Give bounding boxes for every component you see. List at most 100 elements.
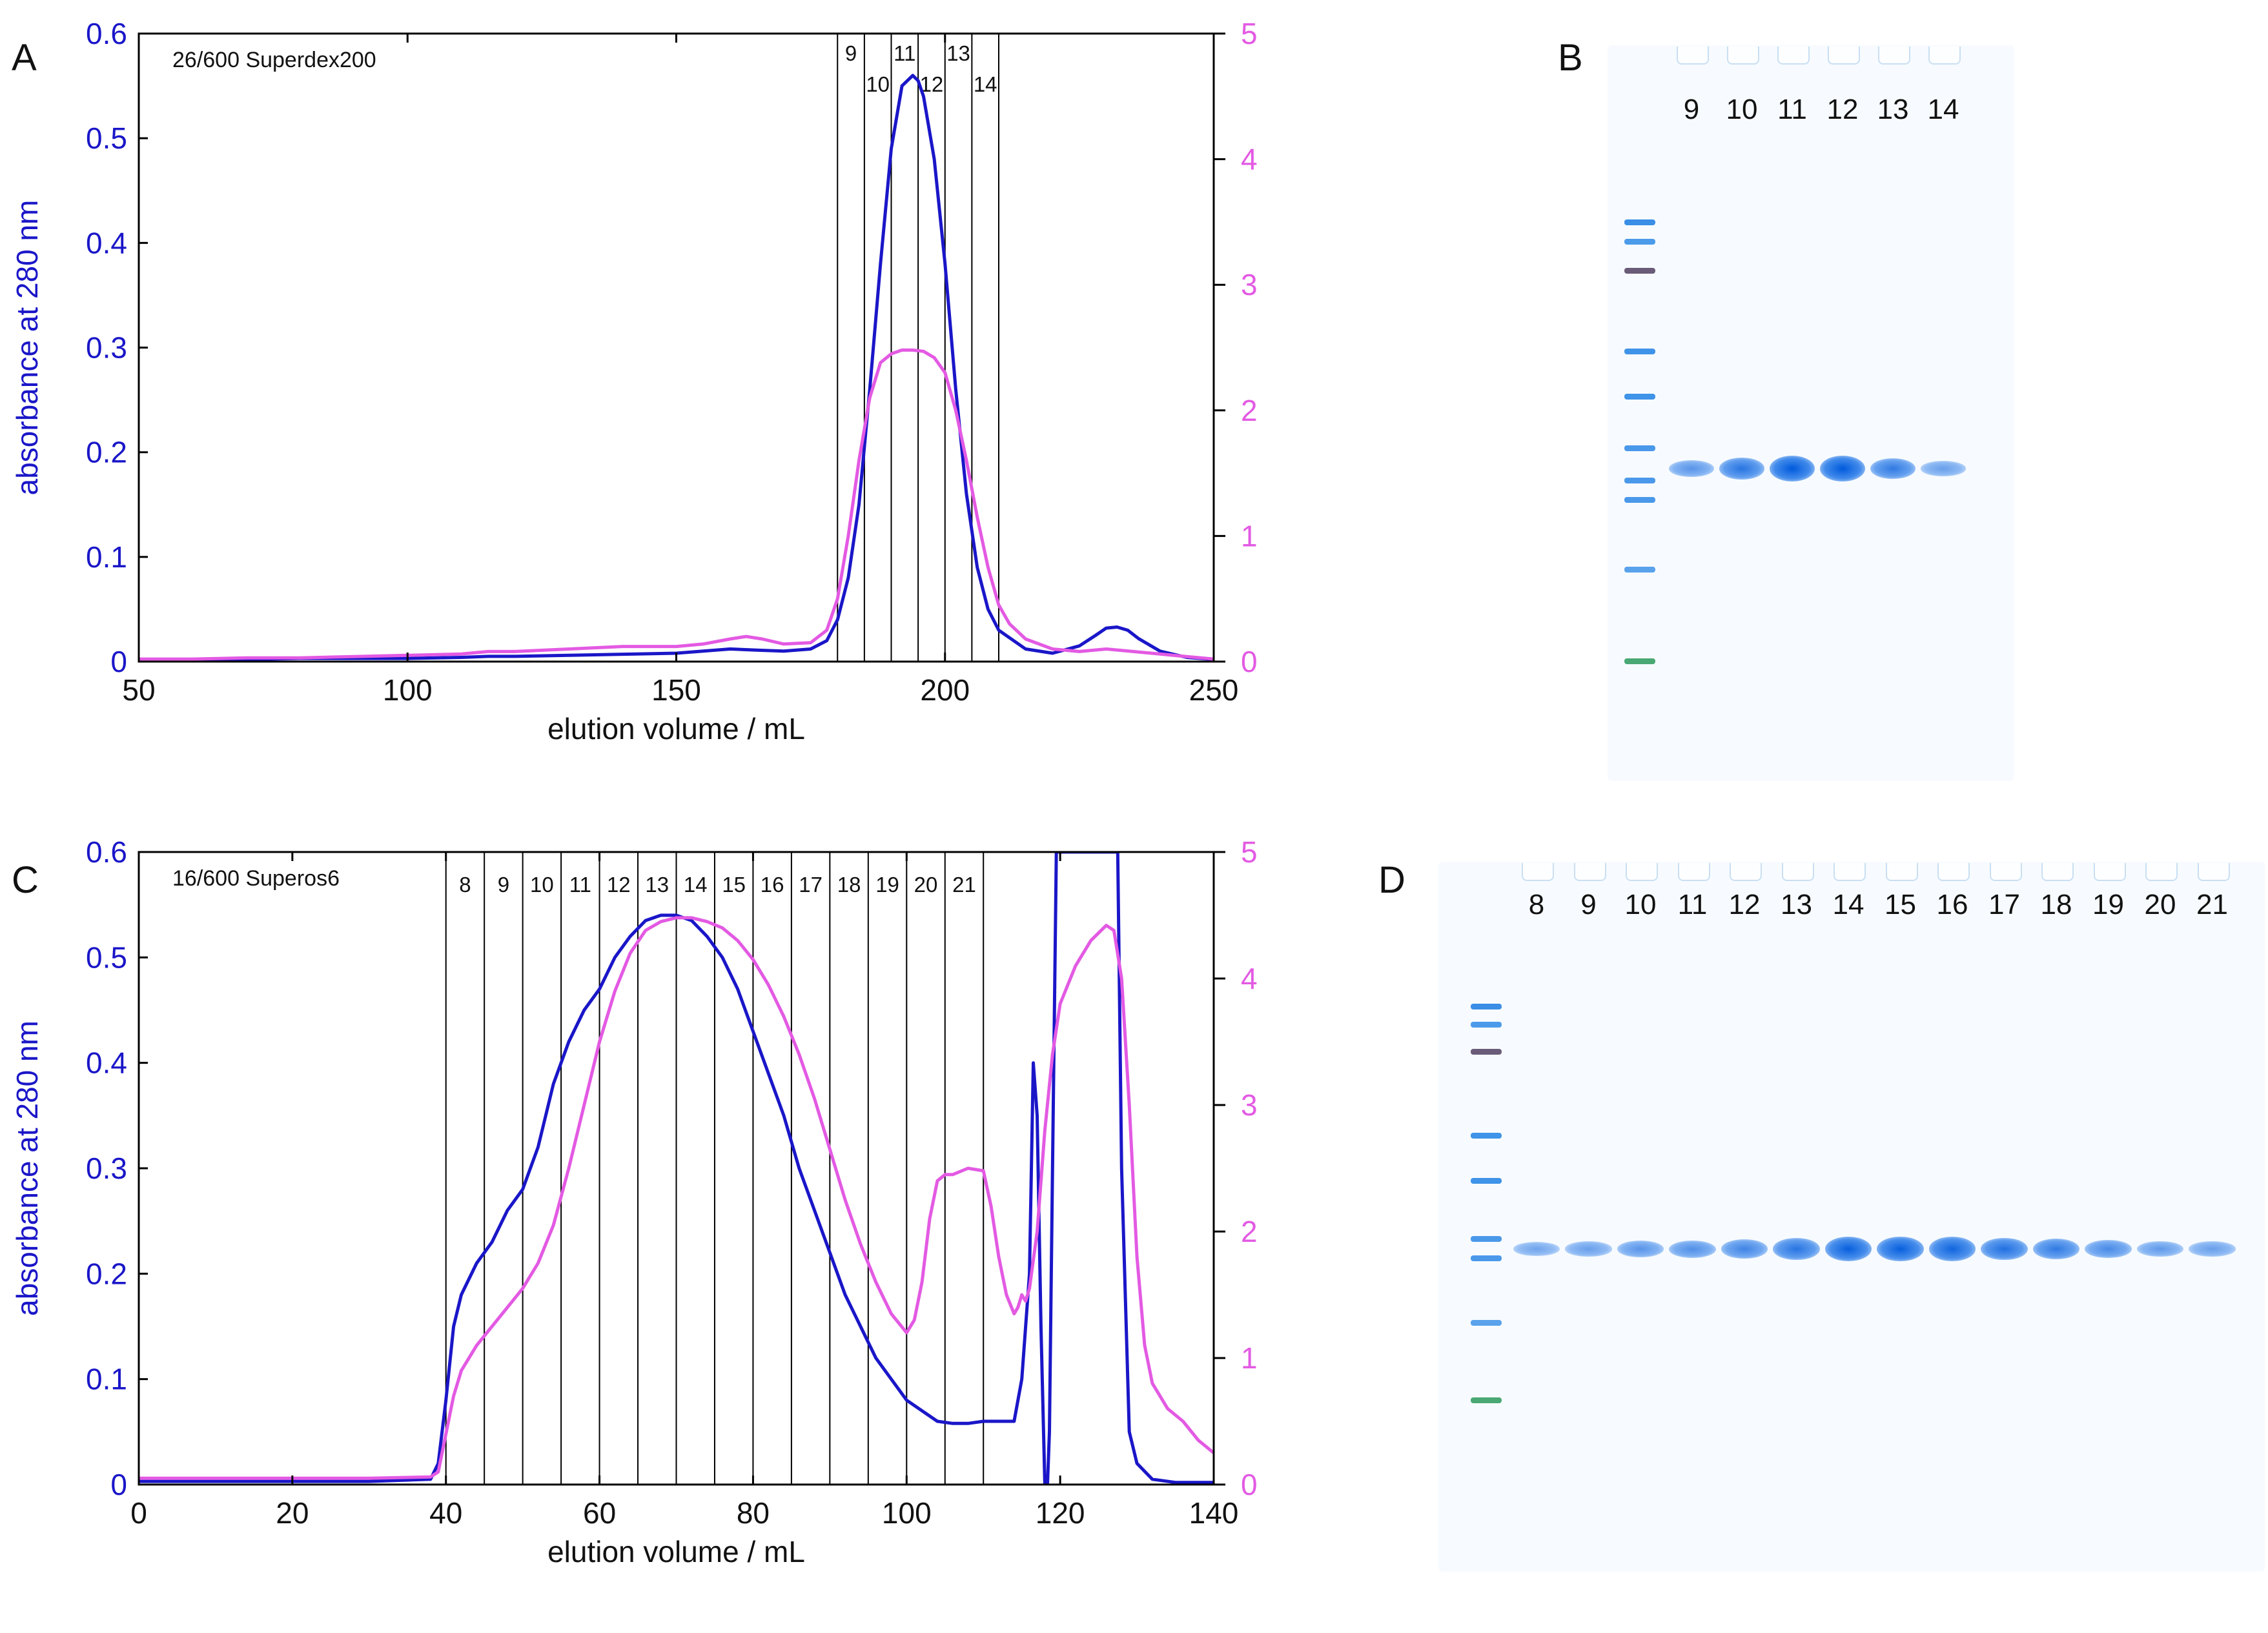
fraction-label: 17 [799,873,822,897]
fraction-label: 9 [498,873,509,897]
fraction-label: 19 [875,873,899,897]
x-axis-label: elution volume / mL [547,712,805,746]
y-tick-label: 0.3 [86,331,127,365]
y-tick-label: 0.1 [86,540,127,574]
x-tick-label: 140 [1189,1496,1239,1530]
gel-lane-label: 11 [1677,889,1708,920]
protein-band [1870,458,1916,480]
chromatogram-c: 8 9 10 11 12 13 14 15 16 17 18 19 20 210 20 40 60 80 100 12… [10,835,1258,1568]
ladder-band [1471,1049,1502,1055]
gel-well [1828,46,1860,65]
y-tick-label: 0.2 [86,436,127,469]
gel-well [2145,863,2178,881]
fraction-label: 13 [946,41,970,65]
x-tick-label: 150 [651,673,701,707]
gel-well [1677,863,1710,881]
protein-band [2085,1239,2132,1259]
y2-tick-label: 4 [1241,143,1258,176]
ladder-band [1624,239,1655,245]
x-tick-label: 40 [429,1496,462,1530]
fraction-label: 10 [866,72,890,96]
gel-lane-label: 9 [1683,94,1700,125]
ladder-band [1471,1397,1502,1403]
protein-band [1669,1240,1716,1258]
x-axis-label: elution volume / mL [547,1535,805,1568]
gel-lane-label: 11 [1777,94,1807,125]
fraction-label: 9 [845,41,857,65]
gel-lane-label: 10 [1726,94,1758,125]
ladder-band [1471,1236,1502,1242]
ladder-band [1624,497,1655,503]
fraction-label: 20 [914,873,938,897]
protein-band [1617,1241,1664,1257]
x-tick-label: 0 [130,1496,147,1530]
protein-band [2136,1241,2184,1257]
ladder-band [1471,1133,1502,1139]
ladder-band [1624,219,1655,225]
x-tick-label: 20 [276,1496,309,1530]
ladder-band [1624,349,1655,354]
x-tick-label: 200 [920,673,970,707]
protein-band [1928,1237,1976,1261]
series-a214-line [139,348,1214,661]
gel-lane-label: 16 [1936,889,1968,920]
y-tick-label: 0.6 [86,835,127,869]
protein-band [1877,1236,1924,1262]
sds-gel-b: 9 10 11 12 13 14 [1608,45,2014,781]
gel-well [1834,863,1866,881]
fraction-label: 8 [459,873,471,897]
ladder-band [1471,1178,1502,1184]
y2-tick-label: 5 [1241,835,1258,869]
protein-band [1773,1238,1820,1260]
ladder-band [1624,478,1655,483]
y-axis-label: absorbance at 280 nm [10,1020,44,1316]
y-tick-label: 0.2 [86,1257,127,1290]
protein-band [2189,1241,2236,1257]
gel-lane-label: 15 [1885,889,1916,920]
panel-letter-a: A [12,37,37,79]
gel-lane-label: 19 [2092,889,2124,920]
x-tick-label: 50 [122,673,155,707]
gel-well [1928,46,1961,65]
y-tick-label: 0.6 [86,17,127,50]
x-tick-label: 100 [383,673,433,707]
gel-well [2197,863,2230,881]
protein-band [1513,1242,1560,1256]
y2-tick-label: 1 [1241,519,1258,553]
protein-band [1565,1241,1612,1257]
series-a280-line [139,74,1214,662]
fraction-label: 11 [569,873,591,897]
gel-well [1777,46,1810,65]
y-tick-label: 0 [110,1468,127,1501]
gel-lane-label: 8 [1528,889,1545,920]
ladder-band [1624,394,1655,400]
y2-tick-label: 3 [1241,1088,1258,1122]
ladder-band [1471,1255,1502,1261]
gel-well [1626,863,1658,881]
panel-letter-c: C [12,859,39,901]
ladder-band [1471,1022,1502,1028]
y-tick-label: 0.3 [86,1151,127,1185]
y-tick-label: 0.4 [86,1046,127,1080]
gel-well [1677,46,1709,65]
x-tick-label: 60 [583,1496,616,1530]
ladder-band [1624,658,1655,664]
gel-lane-label: 13 [1781,889,1812,920]
gel-lane-label: 13 [1877,94,1909,125]
ladder-band [1624,445,1655,451]
series-a280-line [139,852,1214,1485]
y2-tick-label: 2 [1241,1215,1258,1248]
y2-tick-label: 0 [1241,645,1258,678]
gel-lane-label: 12 [1728,889,1761,920]
y-tick-label: 0.1 [86,1363,127,1396]
gel-well [2041,863,2074,881]
column-annotation: 16/600 Superos6 [172,866,340,891]
panel-letter-d: D [1378,859,1405,901]
protein-band [2032,1238,2080,1260]
gel-well [1937,863,1970,881]
gel-well [1878,46,1910,65]
sds-gel-d: 8 9 10 11 12 13 14 15 16 17 18 19 20 21 [1438,862,2265,1572]
x-tick-label: 80 [737,1496,770,1530]
gel-lane-label: 9 [1580,889,1597,920]
fraction-label: 18 [837,873,861,897]
